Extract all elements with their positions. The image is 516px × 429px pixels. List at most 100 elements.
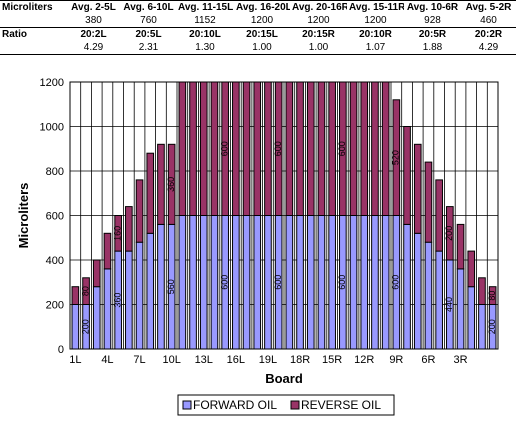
row-label: Microliters [0, 0, 66, 14]
y-tick-label: 1000 [40, 122, 64, 134]
data-label: 80 [487, 291, 497, 301]
table-cell: Avg. 11-15L [176, 0, 234, 14]
data-label: 600 [273, 141, 283, 156]
x-tick-label: 19L [259, 354, 277, 366]
bar-forward-oil [146, 232, 155, 350]
bar-reverse-oil [125, 206, 133, 252]
bar-forward-oil [349, 215, 358, 350]
data-label: 600 [220, 275, 230, 290]
data-label: 200 [487, 319, 497, 334]
bar-reverse-oil [349, 81, 358, 216]
y-tick-label: 600 [46, 211, 64, 223]
x-tick-label: 15R [322, 354, 342, 366]
bar-forward-oil [456, 268, 465, 350]
bar-forward-oil [285, 215, 294, 350]
table-row: 380 760 1152 1200 1200 1200 928 460 [0, 14, 516, 28]
x-tick-label: 16L [227, 354, 245, 366]
y-tick-label: 800 [46, 166, 64, 178]
data-label: 600 [391, 275, 401, 290]
bar-reverse-oil [264, 81, 272, 216]
legend-label-forward: FORWARD OIL [193, 398, 277, 412]
bar-forward-oil [210, 215, 219, 350]
table-cell: 380 [66, 14, 121, 28]
bar-reverse-oil [467, 250, 476, 288]
bar-reverse-oil [253, 81, 262, 216]
table-cell: 4.29 [461, 41, 516, 55]
bar-forward-oil [360, 215, 369, 350]
x-tick-label: 3R [454, 354, 468, 366]
data-label: 200 [80, 319, 90, 334]
bar-forward-oil [413, 232, 422, 350]
table-cell: Avg. 20-16R [290, 0, 347, 14]
table-cell: 20:15L [234, 27, 290, 41]
bar-forward-oil [264, 215, 272, 350]
bar-reverse-oil [232, 81, 240, 216]
x-tick-label: 7L [133, 354, 145, 366]
bar-reverse-oil [381, 81, 390, 216]
bar-forward-oil [424, 241, 433, 350]
table-cell: 1.30 [176, 41, 234, 55]
stacked-bar-chart: 0 200 400 600 800 1000 1200 200 80 360 160 560 360 60… [16, 77, 499, 416]
table-cell: 1.00 [234, 41, 290, 55]
bar-reverse-oil [435, 179, 443, 252]
table-cell: 1200 [234, 14, 290, 28]
row-label [0, 41, 66, 55]
y-tick-label: 400 [46, 255, 64, 267]
data-label: 80 [80, 286, 90, 296]
bar-forward-oil [178, 215, 187, 350]
bar-reverse-oil [403, 126, 411, 225]
bar-reverse-oil [82, 277, 90, 306]
bar-forward-oil [328, 215, 336, 350]
bar-forward-oil [371, 215, 379, 350]
bar-forward-oil [71, 304, 80, 350]
bar-forward-oil [135, 241, 144, 350]
table-cell: 1.88 [404, 41, 461, 55]
bar-reverse-oil [103, 232, 112, 270]
bar-reverse-oil [199, 81, 208, 216]
bar-forward-oil [403, 223, 411, 350]
bar-reverse-oil [371, 81, 379, 216]
bar-reverse-oil [328, 81, 336, 216]
x-tick-label: 1L [69, 354, 81, 366]
table-cell: 1.07 [347, 41, 404, 55]
table-cell: 1200 [290, 14, 347, 28]
bar-reverse-oil [189, 81, 197, 216]
bar-reverse-oil [478, 277, 486, 306]
row-label: Ratio [0, 27, 66, 41]
data-label: 360 [166, 177, 176, 192]
legend-box [177, 394, 395, 416]
table-cell: Avg. 16-20L [234, 0, 290, 14]
bar-reverse-oil [92, 259, 101, 288]
row-label [0, 14, 66, 28]
bar-reverse-oil [178, 81, 187, 216]
table-cell: 460 [461, 14, 516, 28]
data-label: 600 [273, 275, 283, 290]
data-label: 440 [444, 297, 454, 312]
table-cell: 20:10R [347, 27, 404, 41]
table-cell: 20:10L [176, 27, 234, 41]
table-cell: 20:15R [290, 27, 347, 41]
bar-forward-oil [253, 215, 262, 350]
table-cell: Avg. 5-2R [461, 0, 516, 14]
bar-forward-oil [157, 223, 165, 350]
x-tick-label: 18R [290, 354, 310, 366]
table-row: Ratio 20:2L 20:5L 20:10L 20:15L 20:15R 20:10R 2… [0, 27, 516, 41]
bar-reverse-oil [242, 81, 251, 216]
y-tick-label: 1200 [40, 77, 64, 89]
bar-reverse-oil [339, 81, 347, 216]
data-label: 160 [113, 226, 123, 241]
legend-label-reverse: REVERSE OIL [301, 398, 381, 412]
table-cell: 760 [121, 14, 176, 28]
bar-reverse-oil [114, 215, 122, 252]
y-tick-label: 0 [58, 344, 64, 356]
table-cell: 1152 [176, 14, 234, 28]
bar-forward-oil [467, 286, 476, 350]
table-cell: Avg. 6-10L [121, 0, 176, 14]
bar-forward-oil [306, 215, 315, 350]
table-cell: Avg. 2-5L [66, 0, 121, 14]
table-cell: 928 [404, 14, 461, 28]
bar-forward-oil [435, 250, 443, 350]
bar-forward-oil [232, 215, 240, 350]
bar-reverse-oil [424, 161, 433, 243]
y-tick-label: 200 [46, 300, 64, 312]
